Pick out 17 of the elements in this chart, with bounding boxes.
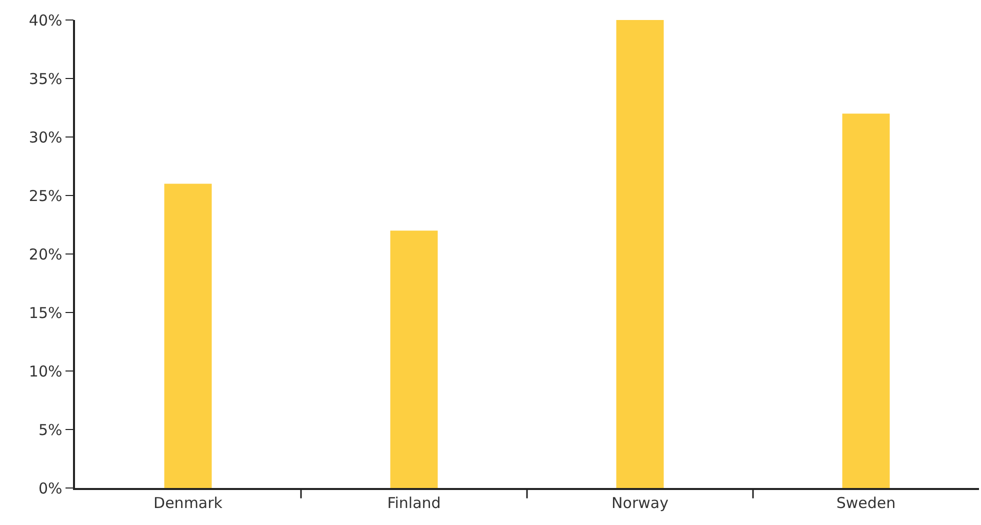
bar	[390, 230, 438, 488]
x-tick-label: Sweden	[836, 494, 896, 512]
y-tick-label: 25%	[28, 186, 62, 205]
bar	[616, 20, 664, 488]
x-tick-label: Norway	[612, 494, 669, 512]
y-tick-label: 15%	[28, 304, 62, 322]
y-tick-label: 35%	[28, 70, 62, 88]
y-tick-label: 20%	[28, 245, 62, 264]
bar	[164, 184, 212, 488]
bar	[842, 114, 890, 488]
y-tick-label: 5%	[38, 420, 62, 439]
y-tick-label: 30%	[28, 128, 62, 146]
y-tick-label: 40%	[28, 11, 62, 30]
y-tick-label: 0%	[38, 479, 62, 498]
y-tick-label: 10%	[28, 362, 62, 380]
x-tick-label: Finland	[387, 494, 441, 512]
x-tick-label: Denmark	[154, 494, 223, 512]
